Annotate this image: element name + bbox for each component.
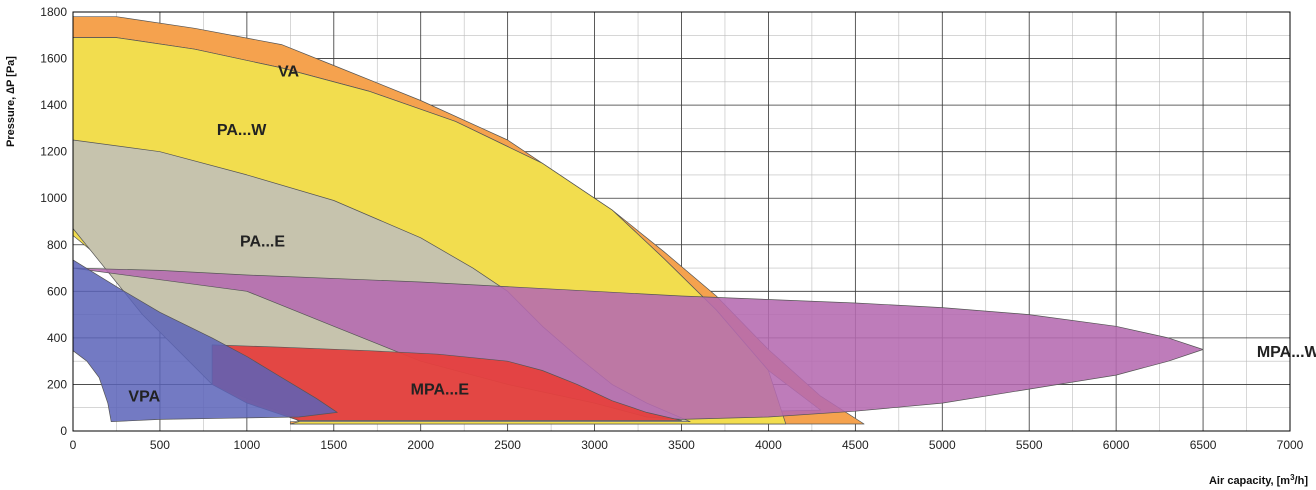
x-tick-label: 5000 xyxy=(929,438,956,452)
region-label-vpa: VPA xyxy=(128,388,160,405)
x-tick-label: 3000 xyxy=(581,438,608,452)
y-tick-labels: 0 200 400 600 800 1000 1200 1400 1600 1800 xyxy=(40,5,67,438)
region-label-mpa-e: MPA...E xyxy=(411,381,470,398)
x-tick-label: 4000 xyxy=(755,438,782,452)
x-tick-label: 3500 xyxy=(668,438,695,452)
plot-frame xyxy=(72,11,1291,432)
x-tick-label: 0 xyxy=(70,438,77,452)
x-tick-label: 1500 xyxy=(320,438,347,452)
region-label-va: VA xyxy=(278,64,299,81)
x-tick-label: 4500 xyxy=(842,438,869,452)
x-tick-label: 500 xyxy=(150,438,170,452)
region-label-pa-w: PA...W xyxy=(217,122,267,139)
region-vpa xyxy=(72,259,338,423)
regions xyxy=(72,16,1204,425)
region-label-mpa-w: MPA...W xyxy=(1257,344,1316,361)
x-tick-label: 6000 xyxy=(1103,438,1130,452)
y-axis-title: Pressure, ∆P [Pa] xyxy=(5,56,17,147)
x-tick-label: 7000 xyxy=(1277,438,1304,452)
region-labels: VA PA...W PA...E MPA...W MPA...E VPA xyxy=(128,64,1316,406)
x-tick-label: 5500 xyxy=(1016,438,1043,452)
x-tick-label: 2500 xyxy=(494,438,521,452)
x-tick-label: 6500 xyxy=(1190,438,1217,452)
y-tick-label: 1000 xyxy=(40,191,67,205)
y-tick-label: 1800 xyxy=(40,5,67,19)
x-tick-labels: 0 500 1000 1500 2000 2500 3000 3500 4000 4500 5000… xyxy=(70,438,1304,452)
y-tick-label: 800 xyxy=(47,238,67,252)
y-tick-label: 600 xyxy=(47,284,67,298)
region-label-pa-e: PA...E xyxy=(240,234,285,251)
y-tick-label: 400 xyxy=(47,331,67,345)
x-axis-title: Air capacity, [m3/h] xyxy=(1209,473,1308,488)
y-tick-label: 200 xyxy=(47,377,67,391)
x-tick-label: 2000 xyxy=(407,438,434,452)
y-tick-label: 0 xyxy=(60,424,67,438)
x-tick-label: 1000 xyxy=(234,438,261,452)
y-tick-label: 1400 xyxy=(40,98,67,112)
y-tick-label: 1600 xyxy=(40,52,67,66)
y-tick-label: 1200 xyxy=(40,145,67,159)
